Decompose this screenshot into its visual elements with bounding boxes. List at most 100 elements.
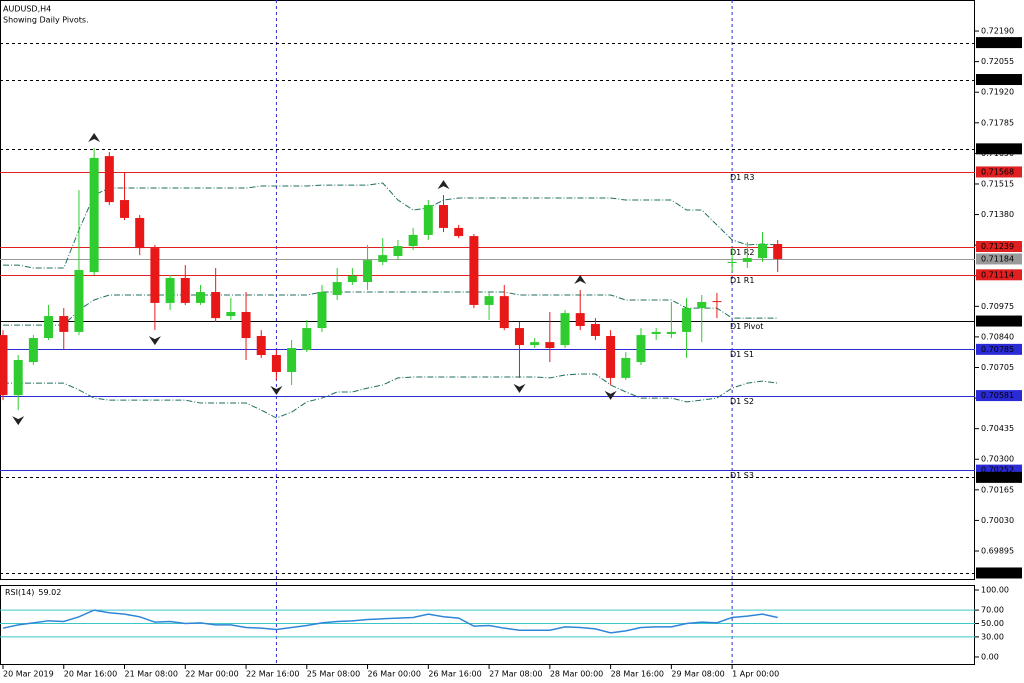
candle-body bbox=[363, 260, 373, 283]
main-plot-frame bbox=[0, 0, 975, 580]
price-label-box bbox=[976, 143, 1022, 155]
candle-body bbox=[211, 292, 221, 319]
fractal-arrow bbox=[513, 383, 526, 393]
price-label: 0.70910 bbox=[981, 317, 1014, 326]
x-tick-label: 1 Apr 00:00 bbox=[732, 670, 779, 679]
x-tick-label: 28 Mar 00:00 bbox=[550, 670, 603, 679]
y-tick-label: 0.70300 bbox=[981, 455, 1014, 464]
candle-body bbox=[256, 335, 266, 356]
price-label: 0.70581 bbox=[981, 391, 1014, 400]
candle-body bbox=[104, 156, 114, 203]
level-name: D1 R1 bbox=[730, 276, 754, 285]
y-tick-label: 0.70435 bbox=[981, 424, 1014, 433]
price-label-box bbox=[976, 241, 1022, 252]
x-tick-label: 20 Mar 16:00 bbox=[64, 670, 117, 679]
y-tick-label: 0.70705 bbox=[981, 363, 1014, 372]
candle-body bbox=[150, 248, 160, 303]
price-label: 0.70785 bbox=[981, 345, 1014, 354]
candle-body bbox=[514, 328, 524, 346]
candle-body bbox=[59, 316, 69, 332]
candle-body bbox=[408, 234, 418, 247]
y-tick-label: 0.70165 bbox=[981, 485, 1014, 494]
price-label: 0.72139 bbox=[981, 38, 1014, 47]
candle-body bbox=[165, 277, 175, 303]
level-name: D1 S2 bbox=[730, 397, 754, 406]
price-label: 0.70252 bbox=[981, 466, 1014, 475]
chart-subtitle: Showing Daily Pivots. bbox=[3, 16, 89, 25]
price-label: 0.69798 bbox=[981, 568, 1014, 577]
rsi-value: 59.02 bbox=[38, 588, 61, 597]
fractal-arrow bbox=[574, 275, 587, 284]
candle-body bbox=[575, 313, 585, 327]
x-tick-label: 29 Mar 08:00 bbox=[671, 670, 724, 679]
candle-body bbox=[758, 244, 767, 259]
candle-body bbox=[727, 261, 737, 264]
candle-body bbox=[13, 360, 23, 396]
candle-body bbox=[241, 311, 251, 339]
price-label: 0.71568 bbox=[981, 167, 1014, 176]
candle-body bbox=[378, 255, 388, 262]
price-label-box bbox=[976, 567, 1022, 579]
candle-body bbox=[89, 157, 99, 273]
y-tick-label: 0.69895 bbox=[981, 547, 1014, 556]
candle-body bbox=[135, 217, 145, 249]
candle-body bbox=[636, 335, 646, 363]
fractal-arrow bbox=[604, 390, 617, 400]
x-tick-label: 22 Mar 00:00 bbox=[185, 670, 238, 679]
price-label-box bbox=[976, 37, 1022, 49]
rsi-y-tick-label: 100.00 bbox=[981, 586, 1009, 595]
envelope-line bbox=[3, 182, 778, 269]
rsi-line bbox=[2, 609, 778, 634]
y-tick-label: 0.71515 bbox=[981, 179, 1014, 188]
price-label: 0.70220 bbox=[981, 473, 1014, 482]
candle-body bbox=[697, 302, 707, 309]
rsi-y-tick-label: 30.00 bbox=[981, 632, 1004, 641]
candle-body bbox=[469, 236, 479, 305]
candle-body bbox=[44, 316, 54, 339]
price-label: 0.71184 bbox=[981, 254, 1014, 263]
candle-body bbox=[560, 313, 570, 346]
x-tick-label: 28 Mar 16:00 bbox=[611, 670, 664, 679]
candle-body bbox=[317, 292, 327, 329]
y-tick-label: 0.71920 bbox=[981, 88, 1014, 97]
rsi-y-tick-label: 0.00 bbox=[981, 652, 999, 661]
candle-body bbox=[393, 246, 403, 257]
y-tick-label: 0.70975 bbox=[981, 302, 1014, 311]
candle-body bbox=[499, 296, 509, 329]
candle-body bbox=[454, 227, 464, 237]
price-label: 0.71239 bbox=[981, 242, 1014, 251]
rsi-y-tick-label: 50.00 bbox=[981, 619, 1004, 628]
price-label-box bbox=[976, 315, 1022, 327]
candle-body bbox=[0, 335, 8, 396]
candle-body bbox=[742, 258, 752, 262]
price-label-box bbox=[976, 74, 1022, 86]
y-tick-label: 0.72190 bbox=[981, 27, 1014, 36]
x-tick-label: 22 Mar 16:00 bbox=[246, 670, 299, 679]
level-name: D1 R3 bbox=[730, 173, 754, 182]
candle-body bbox=[423, 205, 433, 235]
x-tick-label: 25 Mar 08:00 bbox=[307, 670, 360, 679]
price-label-box bbox=[976, 390, 1022, 402]
rsi-label: RSI(14) 59.02 bbox=[5, 588, 61, 597]
price-label-box bbox=[976, 253, 1022, 265]
x-tick-label: 26 Mar 16:00 bbox=[428, 670, 481, 679]
y-tick-label: 0.70840 bbox=[981, 332, 1014, 341]
price-label-box bbox=[976, 166, 1022, 178]
candle-body bbox=[195, 292, 205, 303]
price-label-box bbox=[976, 464, 1022, 476]
x-tick-label: 27 Mar 08:00 bbox=[489, 670, 542, 679]
price-label: 0.71114 bbox=[981, 270, 1014, 279]
y-tick-label: 0.71380 bbox=[981, 210, 1014, 219]
y-tick-label: 0.71785 bbox=[981, 118, 1014, 127]
candle-body bbox=[226, 311, 236, 317]
candle-body bbox=[180, 277, 190, 303]
price-label-box bbox=[976, 343, 1022, 355]
x-tick-label: 21 Mar 08:00 bbox=[125, 670, 178, 679]
rsi-name: RSI(14) bbox=[5, 588, 34, 597]
candle-body bbox=[439, 205, 449, 228]
candle-body bbox=[545, 342, 555, 348]
candle-body bbox=[682, 308, 692, 332]
candle-body bbox=[484, 296, 494, 305]
level-name: D1 S1 bbox=[730, 350, 754, 359]
